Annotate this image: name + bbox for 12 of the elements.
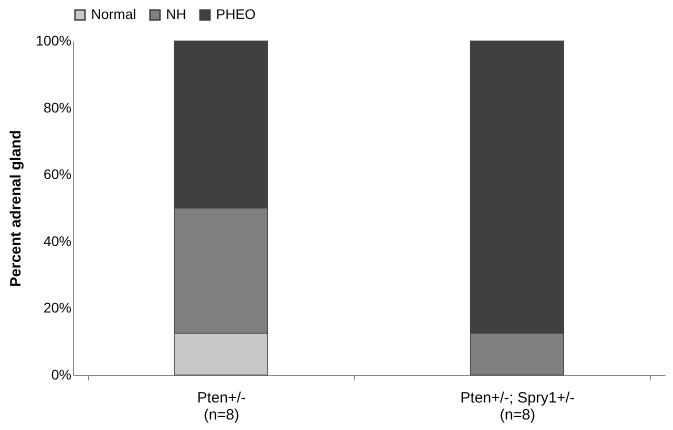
y-tick-label: 20% [43,300,72,316]
y-axis-title: Percent adrenal gland [8,130,25,287]
y-tick-label: 0% [51,366,72,382]
x-tick-label: Pten+/- (n=8) [197,390,246,424]
legend-label: NH [166,6,186,22]
legend-label: PHEO [216,6,256,22]
y-tick-label: 40% [43,232,72,249]
y-tick-label: 60% [43,166,72,182]
legend-label: Normal [91,6,136,22]
y-tick-label: 100% [36,32,72,48]
y-tick-label: 80% [43,99,72,116]
x-tick-label: Pten+/-; Spry1+/- (n=8) [460,390,575,424]
